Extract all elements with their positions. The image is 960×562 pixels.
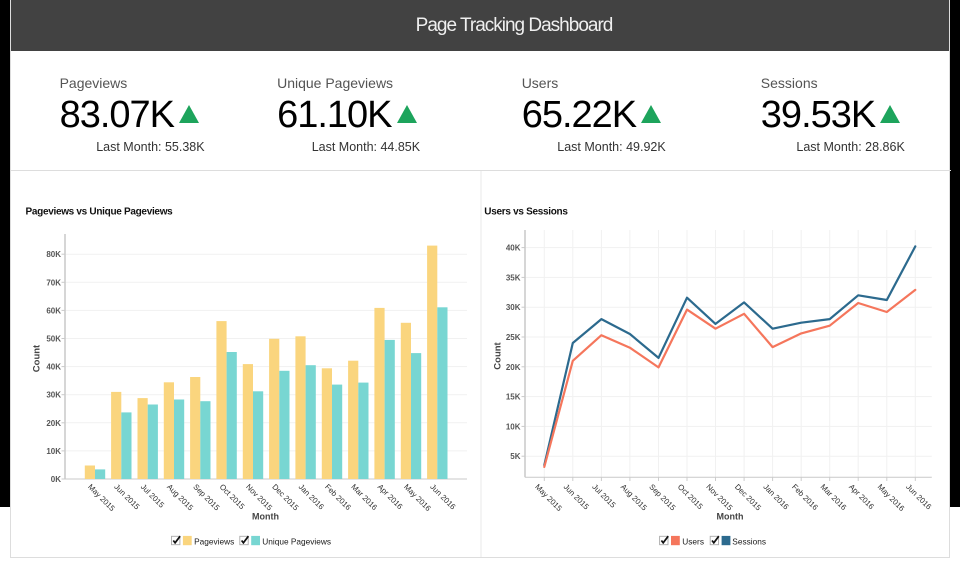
svg-text:50K: 50K [46,335,61,344]
svg-text:Jun 2015: Jun 2015 [562,482,592,512]
svg-text:35K: 35K [506,273,521,282]
svg-text:Month: Month [717,512,744,522]
svg-text:Oct 2015: Oct 2015 [218,482,247,511]
svg-text:Jan 2016: Jan 2016 [297,482,326,511]
svg-text:May 2016: May 2016 [402,482,433,513]
svg-text:Aug 2015: Aug 2015 [165,482,195,512]
svg-text:Users: Users [682,536,704,546]
svg-text:May 2015: May 2015 [86,482,117,513]
svg-text:20K: 20K [506,363,521,372]
svg-text:60K: 60K [46,306,61,315]
svg-text:Pageviews: Pageviews [194,536,234,546]
svg-text:80K: 80K [46,250,61,259]
svg-text:Sessions: Sessions [732,536,766,546]
svg-text:Apr 2016: Apr 2016 [376,482,405,511]
svg-text:Unique Pageviews: Unique Pageviews [262,536,331,546]
svg-text:Feb 2016: Feb 2016 [790,482,820,512]
svg-text:40K: 40K [46,363,61,372]
svg-text:May 2015: May 2015 [533,482,564,513]
svg-text:10K: 10K [506,422,521,431]
svg-text:Mar 2016: Mar 2016 [349,482,379,512]
svg-text:Month: Month [252,512,279,522]
svg-text:Feb 2016: Feb 2016 [323,482,353,512]
svg-text:Apr 2016: Apr 2016 [847,482,876,511]
svg-text:40K: 40K [506,244,521,253]
svg-text:5K: 5K [510,452,520,461]
svg-text:Users vs Sessions: Users vs Sessions [484,207,568,218]
svg-text:Count: Count [493,341,504,369]
svg-text:25K: 25K [506,333,521,342]
svg-text:Nov 2015: Nov 2015 [244,482,274,512]
svg-text:Jul 2015: Jul 2015 [590,482,618,510]
svg-text:Sep 2015: Sep 2015 [647,482,677,512]
svg-text:Mar 2016: Mar 2016 [819,482,849,512]
svg-text:Dec 2015: Dec 2015 [270,482,300,512]
svg-text:Jan 2016: Jan 2016 [761,482,790,511]
svg-text:30K: 30K [506,303,521,312]
svg-text:Jun 2015: Jun 2015 [112,482,142,512]
svg-text:Count: Count [32,344,43,372]
svg-text:May 2016: May 2016 [876,482,907,513]
svg-text:20K: 20K [46,419,61,428]
svg-text:Aug 2015: Aug 2015 [619,482,649,512]
svg-text:0K: 0K [51,475,61,484]
svg-text:Oct 2015: Oct 2015 [676,482,705,511]
svg-text:30K: 30K [46,391,61,400]
svg-text:Jun 2016: Jun 2016 [904,482,933,511]
svg-text:Dec 2015: Dec 2015 [733,482,763,512]
svg-text:70K: 70K [46,278,61,287]
svg-text:Pageviews vs Unique Pageviews: Pageviews vs Unique Pageviews [26,207,174,218]
svg-text:10K: 10K [46,447,61,456]
svg-text:Nov 2015: Nov 2015 [704,482,734,512]
svg-text:Jul 2015: Jul 2015 [139,482,167,510]
svg-text:Jun 2016: Jun 2016 [428,482,457,511]
svg-text:15K: 15K [506,393,521,402]
svg-text:Sep 2015: Sep 2015 [191,482,221,512]
